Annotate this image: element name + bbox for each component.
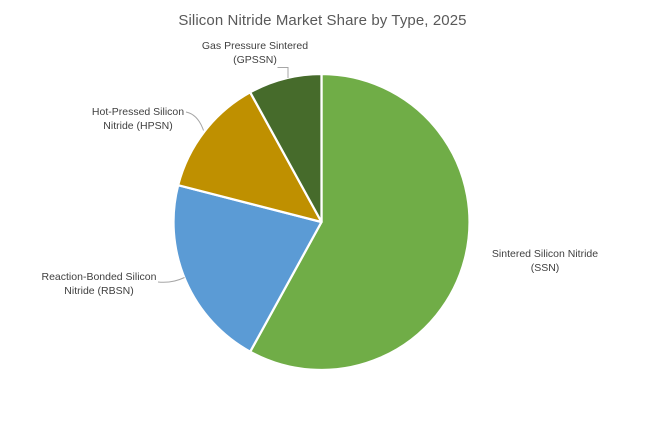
slice-label-rbsn: Reaction-Bonded Silicon Nitride (RBSN) xyxy=(14,271,184,298)
leader-line-gpssn xyxy=(277,67,289,78)
slice-label-ssn: Sintered Silicon Nitride (SSN) xyxy=(465,248,625,275)
slice-label-line: Nitride (HPSN) xyxy=(103,119,173,132)
pie-slice-ssn[interactable] xyxy=(249,72,471,372)
slice-label-line: Gas Pressure Sintered xyxy=(201,40,309,52)
slice-label-line: Hot-Pressed Silicon xyxy=(91,106,185,118)
slice-label-line: (SSN) xyxy=(530,261,560,274)
slice-label-hpsn: Hot-Pressed Silicon Nitride (HPSN) xyxy=(68,106,208,133)
pie-slice-rbsn[interactable] xyxy=(172,184,323,353)
slice-label-gpssn: Gas Pressure Sintered (GPSSN) xyxy=(180,40,330,67)
slice-label-line: Reaction-Bonded Silicon xyxy=(41,271,157,283)
leader-line-hpsn xyxy=(185,111,204,131)
slice-label-line: Sintered Silicon Nitride xyxy=(491,248,599,260)
leader-line-rbsn xyxy=(157,277,185,283)
pie-slices xyxy=(172,72,471,372)
slice-label-line: Nitride (RBSN) xyxy=(64,284,134,297)
pie-slice-gpssn[interactable] xyxy=(249,72,323,224)
chart-title: Silicon Nitride Market Share by Type, 20… xyxy=(178,12,467,29)
slice-label-line: (GPSSN) xyxy=(233,53,277,66)
leader-lines xyxy=(157,67,289,283)
pie-slice-hpsn[interactable] xyxy=(177,91,323,224)
